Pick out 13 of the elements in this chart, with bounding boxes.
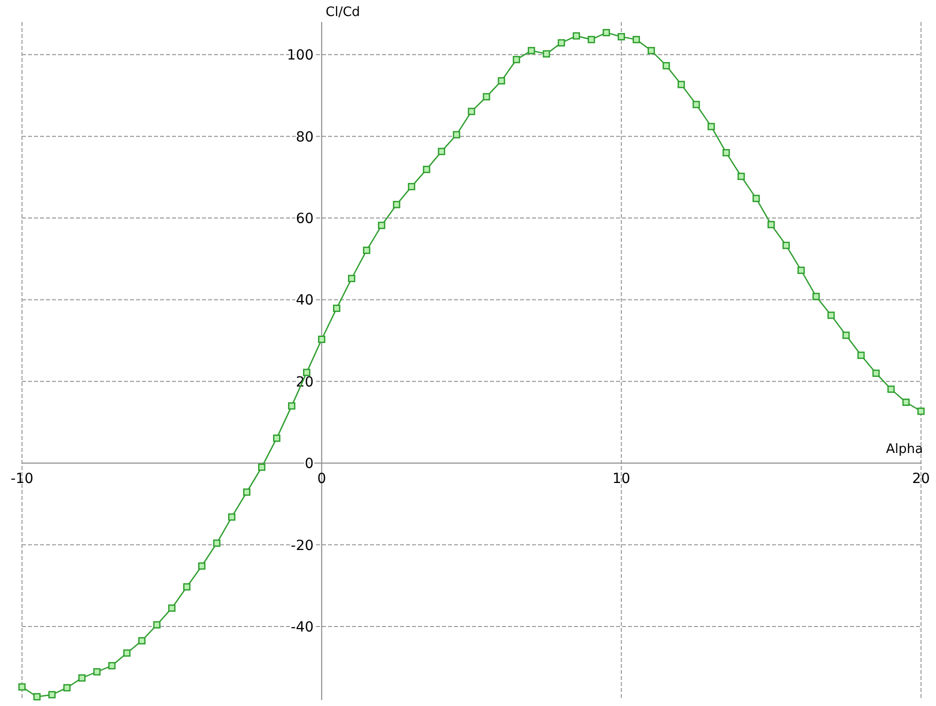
x-axis-title: Alpha xyxy=(886,442,923,458)
y-tick-label: 0 xyxy=(304,456,314,472)
y-tick-label: 100 xyxy=(286,48,314,64)
x-tick-label: 0 xyxy=(317,471,326,488)
x-tick-label: 20 xyxy=(912,471,930,488)
y-axis-title: Cl/Cd xyxy=(326,5,360,20)
x-tick-label: 10 xyxy=(612,471,630,488)
x-tick-label: -10 xyxy=(10,471,34,488)
y-tick-label: 60 xyxy=(296,211,314,228)
y-tick-label: 80 xyxy=(296,129,314,146)
y-tick-label: 40 xyxy=(296,292,314,309)
y-tick-label: -20 xyxy=(290,538,314,554)
y-tick-label: -40 xyxy=(290,619,314,636)
